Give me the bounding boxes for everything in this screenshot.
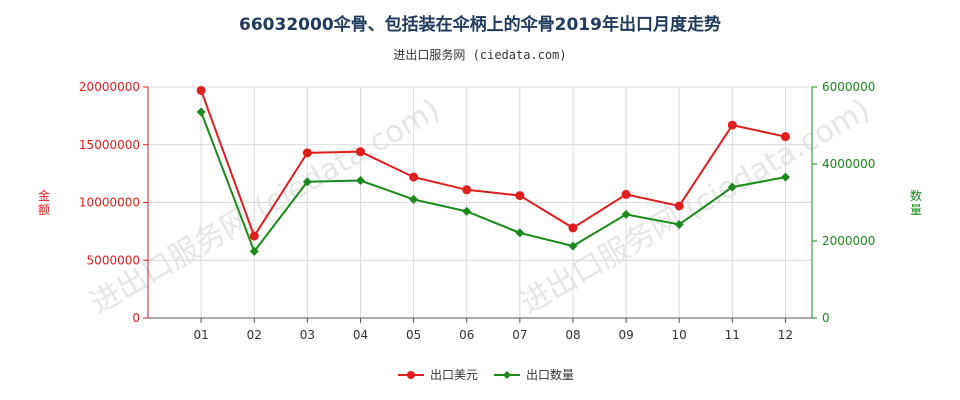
legend-marker — [503, 371, 511, 379]
x-axis-tick-label: 10 — [672, 328, 687, 342]
left-axis-tick-label: 5000000 — [87, 253, 140, 267]
left-axis-tick-label: 15000000 — [79, 138, 140, 152]
data-point — [409, 194, 419, 204]
data-point — [249, 231, 259, 241]
series-line — [200, 111, 786, 254]
legend-marker — [407, 371, 415, 379]
data-point — [621, 189, 631, 199]
data-point — [462, 206, 472, 216]
data-point — [302, 177, 312, 187]
watermark-text: 进出口服务网 (ciedata.com) — [514, 92, 876, 321]
right-axis-tick-label: 2000000 — [822, 234, 875, 248]
data-point — [249, 246, 259, 256]
left-axis-tick-label: 20000000 — [79, 80, 140, 94]
legend-label: 出口美元 — [430, 368, 478, 382]
right-axis-tick-label: 6000000 — [822, 80, 875, 94]
x-axis-tick-label: 03 — [300, 328, 315, 342]
data-point — [196, 107, 206, 117]
right-axis-title: 数量 — [910, 188, 922, 217]
data-point — [621, 209, 631, 219]
x-axis-tick-label: 12 — [778, 328, 793, 342]
x-axis-tick-label: 05 — [406, 328, 421, 342]
x-axis-tick-label: 11 — [725, 328, 740, 342]
chart-title: 66032000伞骨、包括装在伞柄上的伞骨2019年出口月度走势 — [239, 15, 721, 35]
data-point — [568, 223, 578, 233]
right-axis-tick-label: 4000000 — [822, 157, 875, 171]
x-axis-tick-label: 08 — [565, 328, 580, 342]
x-axis-tick-label: 06 — [459, 328, 474, 342]
data-point — [674, 201, 684, 211]
legend-label: 出口数量 — [526, 367, 574, 382]
data-point — [568, 241, 578, 251]
data-point — [727, 182, 737, 192]
data-point — [462, 185, 472, 195]
data-point — [409, 172, 419, 182]
data-point — [355, 176, 365, 186]
data-point — [780, 172, 790, 182]
x-axis-tick-label: 01 — [193, 328, 208, 342]
data-point — [674, 219, 684, 229]
x-axis-tick-label: 04 — [353, 328, 368, 342]
x-axis-tick-label: 07 — [512, 328, 527, 342]
data-point — [515, 191, 525, 201]
data-point — [780, 132, 790, 142]
data-point — [355, 147, 365, 157]
left-axis-tick-label: 0 — [132, 311, 140, 325]
x-axis-tick-label: 02 — [247, 328, 262, 342]
data-point — [196, 85, 206, 95]
data-point — [515, 228, 525, 238]
left-axis-tick-label: 10000000 — [79, 196, 140, 210]
chart-subtitle: 进出口服务网 (ciedata.com) — [393, 48, 567, 62]
x-axis-tick-label: 09 — [618, 328, 633, 342]
right-axis-tick-label: 0 — [822, 311, 830, 325]
series-line — [200, 90, 786, 239]
left-axis-title: 金额 — [38, 188, 50, 217]
data-point — [302, 148, 312, 158]
data-point — [727, 120, 737, 130]
